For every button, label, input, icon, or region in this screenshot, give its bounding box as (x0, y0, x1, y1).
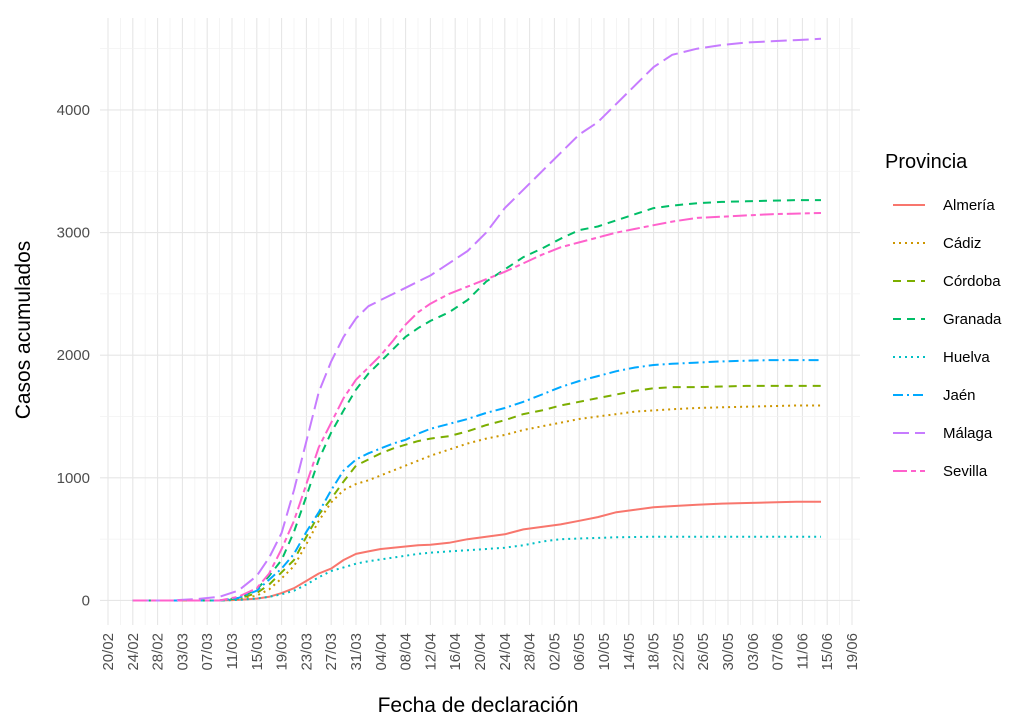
legend-label: Huelva (943, 349, 990, 366)
legend-title: Provincia (885, 151, 968, 173)
x-tick-label: 20/02 (100, 633, 117, 671)
series-line-huelva (132, 535, 821, 602)
x-tick-label: 19/06 (844, 633, 861, 671)
series-line-cordoba (132, 384, 821, 602)
x-tick-label: 23/03 (298, 633, 315, 671)
x-tick-label: 24/02 (125, 633, 142, 671)
x-tick-label: 04/04 (373, 633, 390, 671)
legend-item: Huelva (893, 349, 990, 366)
y-tick-label: 4000 (57, 102, 90, 119)
x-tick-label: 16/04 (447, 633, 464, 671)
x-tick-label: 18/05 (646, 633, 663, 671)
legend-label: Jaén (943, 387, 976, 404)
legend-item: Almería (893, 197, 995, 214)
legend-item: Córdoba (893, 273, 1001, 290)
legend-item: Sevilla (893, 463, 988, 480)
y-tick-label: 2000 (57, 347, 90, 364)
x-tick-label: 03/06 (745, 633, 762, 671)
x-tick-label: 28/04 (522, 633, 539, 671)
x-tick-label: 14/05 (621, 633, 638, 671)
legend-item: Jaén (893, 387, 976, 404)
x-tick-label: 19/03 (274, 633, 291, 671)
legend-item: Granada (893, 311, 1002, 328)
legend-label: Córdoba (943, 273, 1001, 290)
series-line-granada (132, 199, 821, 602)
x-tick-label: 24/04 (497, 633, 514, 671)
x-tick-label: 20/04 (472, 633, 489, 671)
x-tick-label: 11/03 (224, 633, 241, 669)
x-tick-label: 15/06 (819, 633, 836, 671)
x-tick-label: 30/05 (720, 633, 737, 671)
y-tick-label: 0 (82, 592, 90, 609)
x-tick-label: 06/05 (571, 633, 588, 671)
x-tick-label: 22/05 (670, 633, 687, 671)
x-tick-label: 12/04 (422, 633, 439, 671)
legend-label: Cádiz (943, 235, 981, 252)
y-tick-label: 1000 (57, 470, 90, 487)
legend-items: Almería Cádiz Córdoba Granada Huelva Jaén Mála… (893, 197, 1002, 480)
legend-label: Granada (943, 311, 1002, 328)
x-tick-label: 02/05 (546, 633, 563, 671)
legend-item: Málaga (893, 425, 993, 442)
y-axis-title: Casos acumulados (12, 241, 35, 420)
y-tick-label: 3000 (57, 225, 90, 242)
grid (100, 18, 860, 625)
legend: Provincia Almería Cádiz Córdoba Granada Huel… (885, 151, 1002, 480)
legend-label: Sevilla (943, 463, 988, 480)
series-line-malaga (132, 37, 822, 602)
x-tick-label: 08/04 (398, 633, 415, 671)
legend-label: Almería (943, 197, 995, 214)
x-tick-label: 07/06 (770, 633, 787, 671)
x-axis-ticks: 20/02 24/02 28/02 03/03 07/03 11/03 15/03 19/03… (100, 633, 861, 671)
y-axis-ticks: 0 1000 2000 3000 4000 (57, 102, 90, 610)
legend-item: Cádiz (893, 235, 981, 252)
x-tick-label: 03/03 (174, 633, 191, 671)
series-lines (132, 37, 822, 602)
x-axis-title: Fecha de declaración (378, 694, 579, 717)
series-line-sevilla (132, 212, 822, 602)
x-tick-label: 10/05 (596, 633, 613, 671)
x-tick-label: 07/03 (199, 633, 216, 671)
x-tick-label: 31/03 (348, 633, 365, 671)
series-line-jaen (132, 359, 821, 602)
series-line-almeria (132, 500, 821, 602)
x-tick-label: 15/03 (249, 633, 266, 671)
x-tick-label: 26/05 (695, 633, 712, 671)
x-tick-label: 28/02 (150, 633, 167, 671)
legend-label: Málaga (943, 425, 993, 442)
x-tick-label: 11/06 (794, 633, 811, 669)
x-tick-label: 27/03 (323, 633, 340, 671)
